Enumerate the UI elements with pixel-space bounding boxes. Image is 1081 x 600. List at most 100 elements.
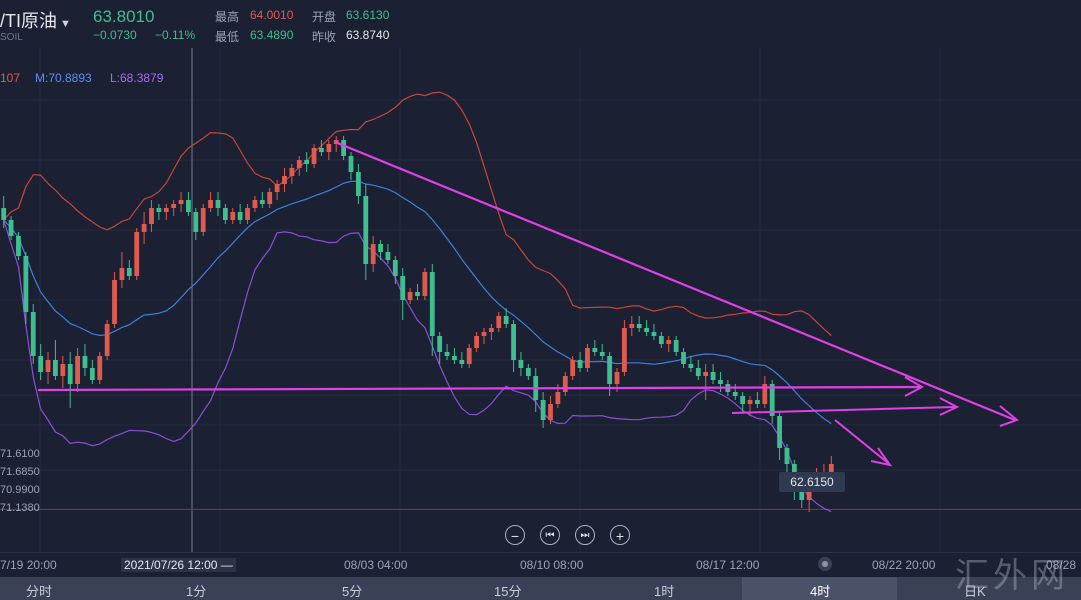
symbol-name: /TI原油	[0, 11, 57, 31]
candle-body	[370, 244, 376, 264]
candle-body	[599, 352, 605, 356]
bb-lower-value: L:68.3879	[110, 71, 164, 85]
candle-body	[651, 332, 657, 336]
candle-body	[156, 208, 162, 212]
candle-body	[341, 140, 347, 156]
time-label: 7/19 20:00	[0, 558, 57, 572]
candle-body	[777, 416, 782, 448]
candle-body	[126, 268, 132, 276]
candle-body	[348, 156, 354, 172]
candle-body	[60, 364, 66, 376]
candle-body	[577, 360, 583, 368]
time-label: 08/22 20:00	[872, 558, 936, 572]
candle-body	[149, 208, 154, 224]
tab-15min[interactable]: 15分	[494, 584, 522, 599]
symbol-selector[interactable]: /TI原油 ▼	[0, 7, 71, 33]
candle-body	[718, 380, 723, 384]
watermark: 汇外网	[955, 556, 1069, 596]
candle-body	[614, 372, 620, 384]
tab-daily[interactable]: 日K	[964, 584, 986, 599]
bollinger-upper-line	[3, 91, 832, 336]
candle-body	[452, 356, 457, 360]
time-label: 08/10 08:00	[520, 558, 584, 572]
candle-body	[104, 324, 110, 356]
time-label: 08/03 04:00	[344, 558, 408, 572]
candle-body	[429, 272, 435, 336]
candle-body	[16, 236, 21, 256]
candle-body	[289, 168, 295, 176]
scroll-back-button[interactable]: ⏮	[540, 525, 560, 545]
scroll-handle[interactable]	[818, 557, 832, 571]
candle-body	[200, 208, 206, 232]
candle-body	[178, 200, 184, 204]
symbol-code: SOIL	[0, 32, 23, 43]
quote-header: /TI原油 ▼ SOIL 63.8010 −0.0730 −0.11% 最高 64…	[0, 0, 1081, 48]
candle-body	[230, 212, 236, 220]
candle-body	[222, 208, 228, 220]
time-axis: 7/19 20:00 2021/07/26 12:00 — 08/03 04:0…	[0, 552, 1081, 577]
candle-body	[208, 200, 213, 208]
candle-body	[762, 384, 768, 404]
period-tabs: 分时 1分 5分 15分 1时 4时 日K	[0, 577, 1081, 600]
breakdown-line	[731, 406, 956, 414]
open-label: 开盘	[312, 10, 337, 24]
candle-body	[355, 172, 361, 196]
candle-body	[304, 160, 310, 164]
bollinger-mid-line	[3, 180, 832, 425]
time-label-crosshair: 2021/07/26 12:00 —	[121, 558, 236, 572]
support-line	[37, 385, 921, 392]
candle-body	[53, 360, 58, 376]
candle-body	[311, 148, 317, 164]
candle-body	[141, 224, 147, 232]
candle-body	[67, 364, 73, 384]
candle-body	[607, 356, 613, 384]
candle-body	[415, 292, 420, 296]
candle-body	[769, 384, 775, 416]
candle-body	[282, 176, 287, 184]
candle-body	[444, 352, 450, 356]
candle-body	[592, 348, 598, 352]
candle-body	[245, 208, 250, 220]
candle-body	[622, 328, 627, 372]
candle-body	[89, 368, 95, 380]
tab-1min[interactable]: 1分	[186, 584, 207, 599]
candle-body	[422, 272, 428, 296]
candle-body	[378, 244, 383, 252]
candle-body	[319, 148, 324, 152]
candle-body	[585, 348, 590, 368]
chart-grid	[0, 48, 1081, 552]
candle-body	[274, 184, 280, 192]
price-change-pct: −0.11%	[155, 28, 196, 42]
candle-body	[363, 196, 369, 264]
candle-body	[385, 252, 391, 260]
candle-body	[732, 392, 738, 396]
zoom-out-button[interactable]: −	[505, 525, 525, 545]
candle-body	[296, 160, 302, 168]
candle-body	[466, 348, 472, 364]
time-label: 08/17 12:00	[696, 558, 760, 572]
candle-body	[407, 292, 413, 300]
candle-body	[755, 400, 760, 404]
zoom-in-button[interactable]: +	[610, 525, 630, 545]
target-arrowhead	[870, 447, 893, 467]
tab-5min[interactable]: 5分	[342, 584, 363, 599]
trendline-annotations	[37, 140, 1020, 467]
candle-body	[496, 316, 502, 328]
candle-body	[171, 204, 177, 208]
price-change: −0.0730	[93, 28, 137, 42]
candle-body	[747, 400, 753, 404]
candle-body	[488, 328, 494, 332]
tab-1hour[interactable]: 1时	[654, 584, 675, 599]
candle-body	[326, 144, 332, 152]
candle-body	[525, 368, 531, 376]
prev-close-value: 63.8740	[346, 28, 390, 42]
bb-mid-value: M:70.8893	[35, 71, 92, 85]
tab-timeshare[interactable]: 分时	[26, 584, 53, 599]
candle-body	[392, 260, 398, 276]
tab-4hour[interactable]: 4时	[810, 584, 831, 599]
candle-body	[784, 448, 790, 464]
candle-body	[23, 256, 29, 312]
candles	[1, 136, 834, 512]
candle-body	[163, 208, 169, 212]
scroll-forward-button[interactable]: ⏭	[575, 525, 595, 545]
